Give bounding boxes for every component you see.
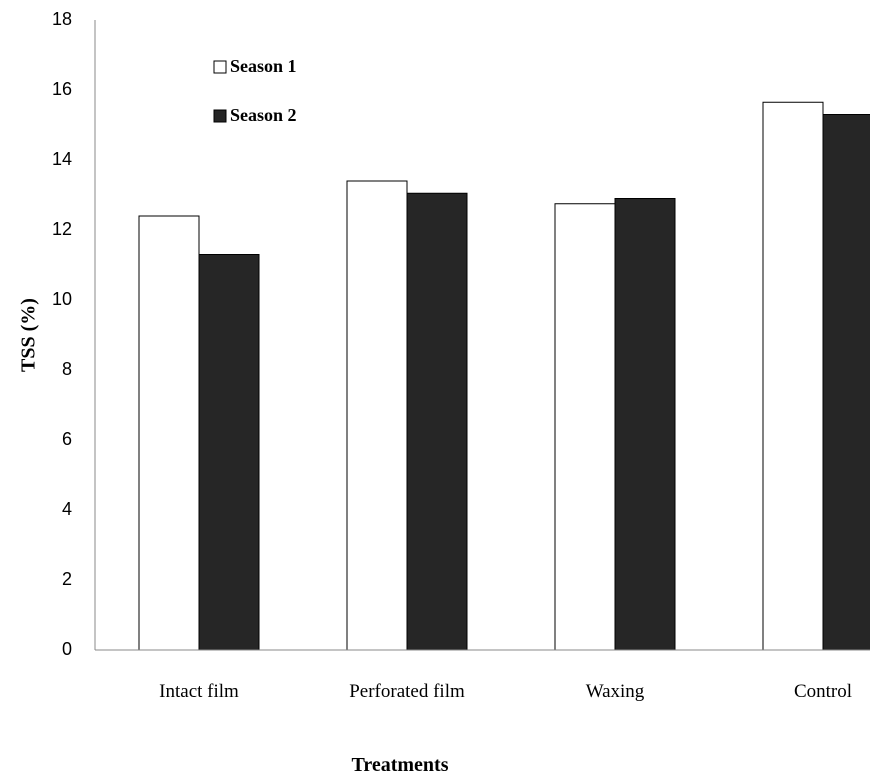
legend: Season 1 Season 2 [213, 56, 297, 125]
y-tick-label: 8 [62, 359, 72, 379]
y-tick-label: 2 [62, 569, 72, 589]
bar-season-2-waxing [614, 198, 676, 651]
legend-swatch-season-1 [213, 60, 227, 74]
y-tick-labels: 0 2 4 6 8 10 12 14 16 18 [52, 9, 72, 659]
y-tick-label: 14 [52, 149, 72, 169]
bar-season-1-perforated-film [346, 180, 408, 651]
legend-swatch-season-2 [213, 109, 227, 123]
bar-season-2-perforated-film [406, 192, 468, 651]
legend-label: Season 1 [230, 56, 297, 76]
y-tick-label: 6 [62, 429, 72, 449]
legend-label: Season 2 [230, 105, 297, 125]
x-category-label: Perforated film [349, 681, 465, 702]
y-tick-label: 0 [62, 639, 72, 659]
x-axis-title: Treatments [351, 754, 448, 776]
bars-group [138, 101, 870, 651]
bar-season-2-intact-film [198, 254, 260, 651]
x-category-label: Waxing [586, 681, 645, 702]
y-tick-label: 12 [52, 219, 72, 239]
x-category-label: Intact film [159, 681, 239, 702]
x-category-label: Control [794, 681, 852, 702]
y-axis-title: TSS (%) [18, 298, 40, 372]
bar-season-2-control [822, 114, 870, 651]
bar-season-1-intact-film [138, 215, 200, 651]
bar-season-1-waxing [554, 203, 616, 651]
y-tick-label: 10 [52, 289, 72, 309]
y-tick-label: 18 [52, 9, 72, 29]
y-tick-label: 4 [62, 499, 72, 519]
y-tick-label: 16 [52, 79, 72, 99]
x-category-labels: Intact film Perforated film Waxing Control [159, 681, 852, 702]
bar-season-1-control [762, 101, 824, 651]
axes-group [94, 20, 870, 651]
